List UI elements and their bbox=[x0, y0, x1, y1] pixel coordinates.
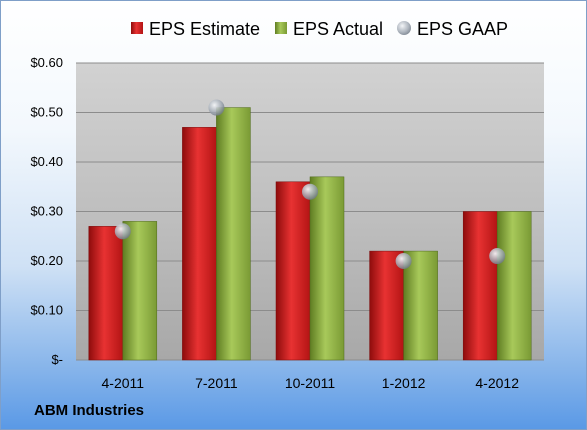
marker-eps-gaap bbox=[302, 183, 318, 200]
y-tick-label: $0.30 bbox=[30, 204, 63, 219]
x-tick-label: 4-2011 bbox=[102, 375, 145, 391]
y-tick-label: $- bbox=[51, 352, 63, 367]
y-tick-label: $0.40 bbox=[30, 154, 63, 169]
bar-eps-estimate bbox=[369, 250, 404, 361]
x-tick-label: 10-2011 bbox=[285, 375, 336, 391]
x-tick-label: 4-2012 bbox=[475, 375, 519, 391]
legend-label-estimate: EPS Estimate bbox=[149, 19, 260, 39]
bar-eps-actual bbox=[496, 211, 532, 361]
y-tick-label: $0.20 bbox=[30, 253, 63, 268]
marker-eps-gaap bbox=[114, 223, 131, 240]
x-axis: 4-2011 7-2011 10-2011 1-2012 4-2012 bbox=[102, 375, 520, 391]
legend-swatch-estimate bbox=[131, 22, 143, 34]
bar-eps-actual bbox=[403, 250, 438, 361]
y-axis: $- $0.10 $0.20 $0.30 $0.40 $0.50 $0.60 bbox=[30, 55, 63, 367]
bar-eps-actual bbox=[216, 107, 251, 361]
legend-label-gaap: EPS GAAP bbox=[417, 19, 508, 39]
bar-eps-estimate bbox=[275, 181, 311, 361]
y-tick-label: $0.50 bbox=[30, 105, 63, 120]
gaap-markers bbox=[114, 99, 506, 269]
company-name: ABM Industries bbox=[34, 402, 145, 419]
bars bbox=[88, 107, 532, 361]
y-tick-label: $0.60 bbox=[30, 55, 63, 70]
legend-swatch-actual bbox=[275, 22, 287, 34]
bar-eps-estimate bbox=[88, 226, 124, 361]
bar-eps-estimate bbox=[462, 211, 498, 361]
legend-marker-gaap bbox=[397, 21, 411, 35]
bar-eps-estimate bbox=[182, 127, 217, 361]
bar-eps-actual bbox=[309, 176, 345, 361]
legend-label-actual: EPS Actual bbox=[293, 19, 383, 39]
x-tick-label: 7-2011 bbox=[195, 375, 238, 391]
bar-eps-actual bbox=[122, 221, 158, 361]
marker-eps-gaap bbox=[208, 99, 225, 116]
legend: EPS Estimate EPS Actual EPS GAAP bbox=[131, 19, 508, 39]
y-tick-label: $0.10 bbox=[30, 303, 63, 318]
marker-eps-gaap bbox=[489, 248, 506, 265]
x-tick-label: 1-2012 bbox=[382, 375, 426, 391]
marker-eps-gaap bbox=[395, 253, 412, 269]
